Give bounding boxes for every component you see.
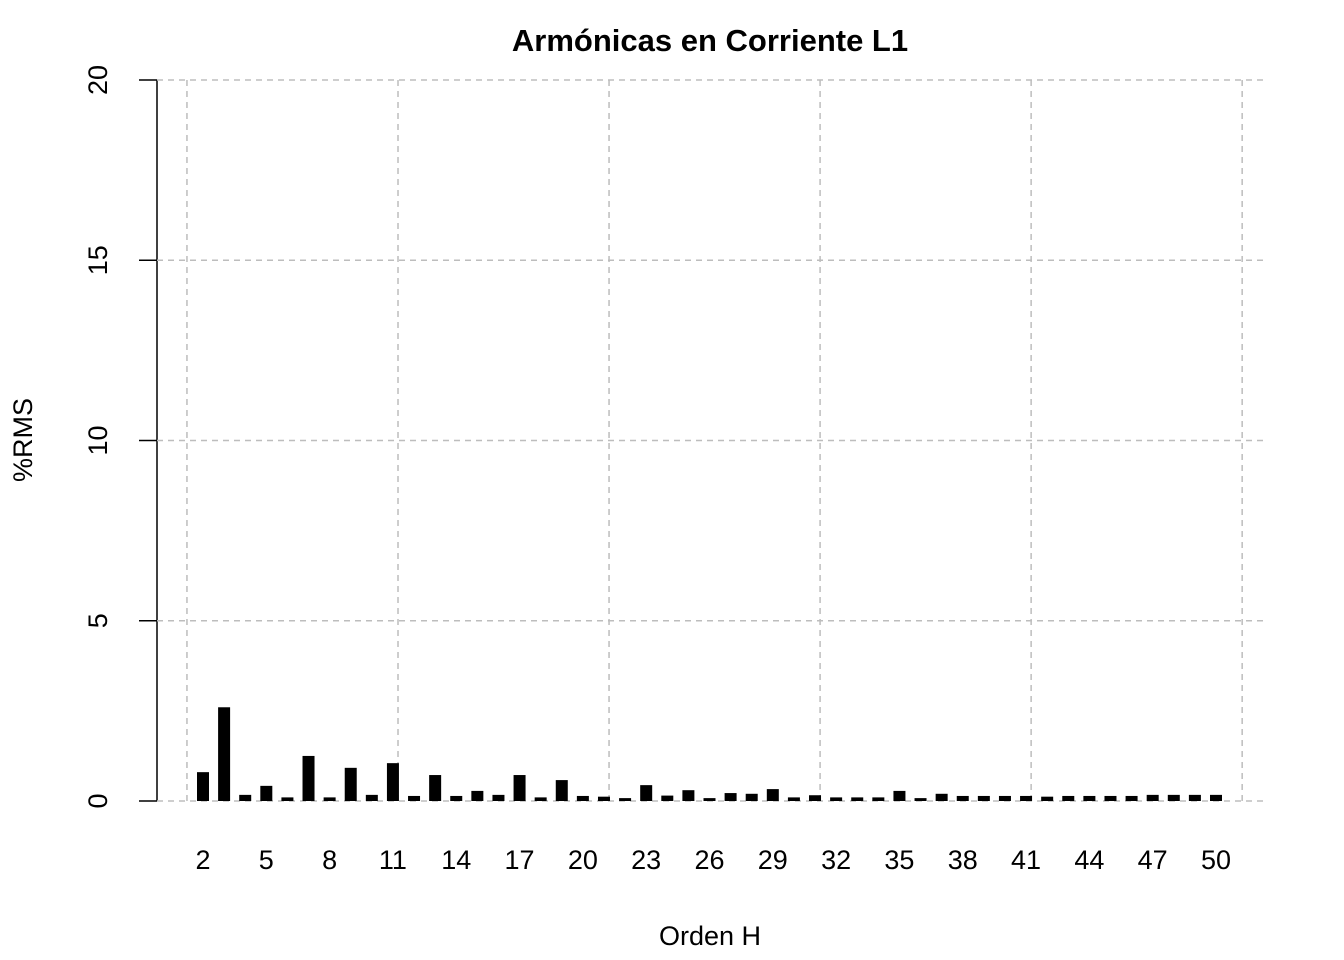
bar bbox=[471, 790, 484, 801]
x-tick-label: 47 bbox=[1138, 845, 1168, 875]
bar bbox=[809, 795, 822, 801]
x-tick-label: 50 bbox=[1201, 845, 1231, 875]
bar bbox=[956, 795, 969, 801]
bar bbox=[914, 798, 927, 801]
bar bbox=[977, 795, 990, 801]
bar bbox=[218, 707, 231, 801]
bar bbox=[766, 789, 779, 801]
bar bbox=[1210, 794, 1222, 801]
x-axis-label: Orden H bbox=[659, 921, 761, 951]
x-tick-label: 2 bbox=[195, 845, 210, 875]
x-tick-label: 44 bbox=[1074, 845, 1104, 875]
bar bbox=[555, 780, 568, 801]
x-tick-label: 26 bbox=[694, 845, 724, 875]
bar bbox=[302, 755, 315, 801]
bar bbox=[893, 790, 906, 801]
y-tick-label: 20 bbox=[83, 65, 113, 95]
chart-title: Armónicas en Corriente L1 bbox=[512, 23, 908, 58]
bar bbox=[1188, 794, 1201, 801]
bar bbox=[260, 785, 273, 801]
y-tick-label: 0 bbox=[83, 793, 113, 808]
bar bbox=[386, 763, 399, 801]
bar bbox=[1125, 795, 1138, 801]
x-tick-label: 23 bbox=[631, 845, 661, 875]
bar bbox=[281, 797, 294, 801]
bar bbox=[640, 785, 653, 801]
y-tick-label: 15 bbox=[83, 245, 113, 275]
x-tick-label: 32 bbox=[821, 845, 851, 875]
bar bbox=[408, 795, 421, 801]
bar bbox=[661, 795, 674, 801]
bar bbox=[323, 797, 336, 801]
x-tick-label: 35 bbox=[884, 845, 914, 875]
x-tick-label: 17 bbox=[505, 845, 535, 875]
bar bbox=[1083, 795, 1096, 801]
bar bbox=[1062, 795, 1075, 801]
bar bbox=[597, 796, 610, 801]
bar bbox=[998, 795, 1011, 801]
x-tick-label: 41 bbox=[1011, 845, 1041, 875]
bar bbox=[1167, 794, 1180, 801]
bar bbox=[1146, 794, 1159, 801]
x-tick-label: 8 bbox=[322, 845, 337, 875]
x-tick-label: 20 bbox=[568, 845, 598, 875]
y-axis-label: %RMS bbox=[8, 398, 38, 482]
y-tick-label: 5 bbox=[83, 613, 113, 628]
x-tick-label: 14 bbox=[441, 845, 471, 875]
bar bbox=[851, 797, 864, 801]
bar bbox=[534, 797, 547, 801]
bar bbox=[787, 797, 800, 801]
bar bbox=[935, 793, 948, 801]
y-tick-label: 10 bbox=[83, 425, 113, 455]
bar bbox=[1104, 795, 1117, 801]
bar bbox=[365, 794, 378, 801]
bar bbox=[197, 772, 209, 801]
x-tick-label: 38 bbox=[948, 845, 978, 875]
bar bbox=[513, 775, 526, 801]
bar bbox=[745, 793, 758, 801]
bar bbox=[576, 795, 589, 801]
bar bbox=[450, 795, 463, 801]
bar bbox=[619, 798, 632, 801]
bar bbox=[239, 794, 252, 801]
bar bbox=[492, 794, 505, 801]
bar bbox=[429, 775, 442, 801]
bar bbox=[344, 767, 357, 801]
bar bbox=[872, 797, 885, 801]
bar bbox=[1041, 796, 1054, 801]
bar bbox=[724, 793, 737, 801]
x-tick-label: 5 bbox=[259, 845, 274, 875]
bar bbox=[830, 797, 843, 801]
bar bbox=[682, 790, 695, 801]
bar bbox=[1020, 795, 1033, 801]
bar bbox=[703, 798, 716, 801]
x-tick-label: 11 bbox=[379, 845, 407, 875]
x-tick-label: 29 bbox=[758, 845, 788, 875]
